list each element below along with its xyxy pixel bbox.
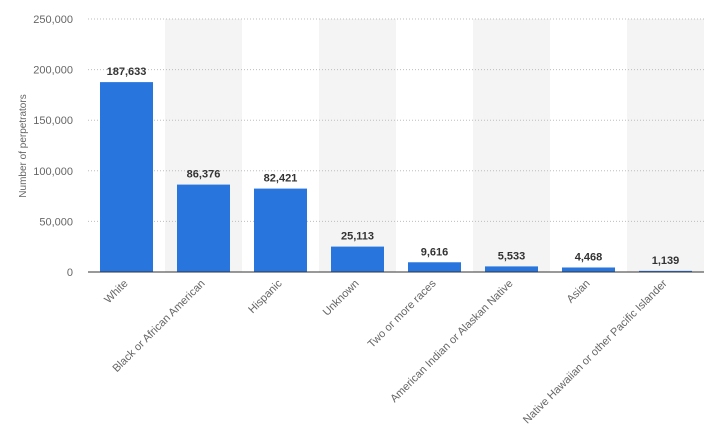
y-axis-ticks: 0 50,000 100,000 150,000 200,000 250,000 [33, 14, 73, 279]
bar-value-label: 25,113 [341, 231, 374, 243]
alternating-bands [165, 19, 704, 272]
x-tick-label: White [102, 278, 130, 306]
x-tick-label: Asian [565, 278, 593, 306]
y-tick-label: 200,000 [33, 65, 73, 77]
data-labels: 187,633 86,376 82,421 25,113 9,616 5,533 4,468… [107, 66, 680, 267]
bar [485, 266, 538, 272]
bar-value-label: 82,421 [264, 173, 298, 185]
x-tick-label: Black or African American [111, 278, 208, 375]
bar-value-label: 5,533 [498, 250, 526, 262]
y-axis-title: Number of perpetrators [18, 94, 29, 197]
bar [562, 267, 615, 272]
y-tick-label: 100,000 [33, 166, 73, 178]
bar [254, 188, 307, 272]
bar [331, 246, 384, 272]
bar-value-label: 4,468 [575, 251, 603, 263]
category-band [473, 19, 550, 272]
bar [408, 262, 461, 272]
category-band [627, 19, 704, 272]
bar [177, 184, 230, 272]
x-tick-label: Two or more races [366, 277, 439, 350]
category-band [319, 19, 396, 272]
x-tick-label: Native Hawaiian or other Pacific Islande… [521, 277, 670, 426]
y-tick-label: 0 [67, 267, 73, 279]
x-tick-label: Unknown [321, 278, 362, 319]
y-tick-label: 150,000 [33, 115, 73, 127]
bar [100, 82, 153, 272]
bar-value-label: 1,139 [652, 255, 680, 267]
bar-value-label: 187,633 [107, 66, 147, 78]
bar [639, 270, 692, 272]
x-tick-label: Hispanic [246, 277, 285, 316]
x-tick-label: American Indian or Alaskan Native [388, 278, 515, 405]
y-tick-label: 50,000 [39, 216, 73, 228]
y-tick-label: 250,000 [33, 14, 73, 26]
bars [100, 82, 692, 272]
bar-value-label: 9,616 [421, 246, 449, 258]
bar-value-label: 86,376 [187, 169, 221, 181]
